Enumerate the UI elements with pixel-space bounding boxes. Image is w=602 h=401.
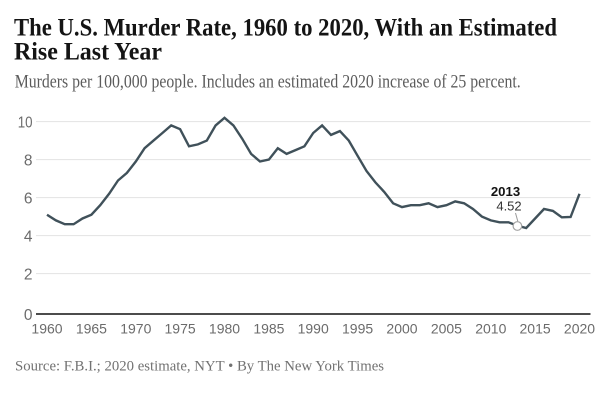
svg-text:1995: 1995 [342,321,373,337]
svg-text:2020: 2020 [564,321,595,337]
svg-text:2010: 2010 [475,321,506,337]
svg-text:10: 10 [18,115,33,132]
svg-text:6: 6 [24,191,33,208]
svg-text:1985: 1985 [253,321,284,337]
svg-text:8: 8 [24,153,33,170]
svg-text:2000: 2000 [386,321,417,337]
svg-text:4.52: 4.52 [496,199,521,214]
svg-text:0: 0 [24,307,33,324]
svg-text:1975: 1975 [165,321,196,337]
svg-text:2: 2 [24,267,33,284]
svg-text:1960: 1960 [31,321,62,337]
svg-text:Rise Last Year: Rise Last Year [14,39,162,66]
svg-text:2013: 2013 [491,185,520,199]
svg-text:Murders per 100,000 people. In: Murders per 100,000 people. Includes an … [15,72,521,93]
svg-text:1980: 1980 [209,321,240,337]
svg-text:4: 4 [24,229,33,246]
svg-text:The U.S. Murder Rate, 1960 to: The U.S. Murder Rate, 1960 to 2020, With… [14,15,557,42]
svg-text:Source: F.B.I.; 2020 estimate,: Source: F.B.I.; 2020 estimate, NYT • By … [15,358,384,374]
svg-text:2005: 2005 [431,321,462,337]
svg-text:2015: 2015 [520,321,551,337]
svg-text:1970: 1970 [120,321,151,337]
svg-text:1990: 1990 [298,321,329,337]
svg-text:1965: 1965 [76,321,107,337]
